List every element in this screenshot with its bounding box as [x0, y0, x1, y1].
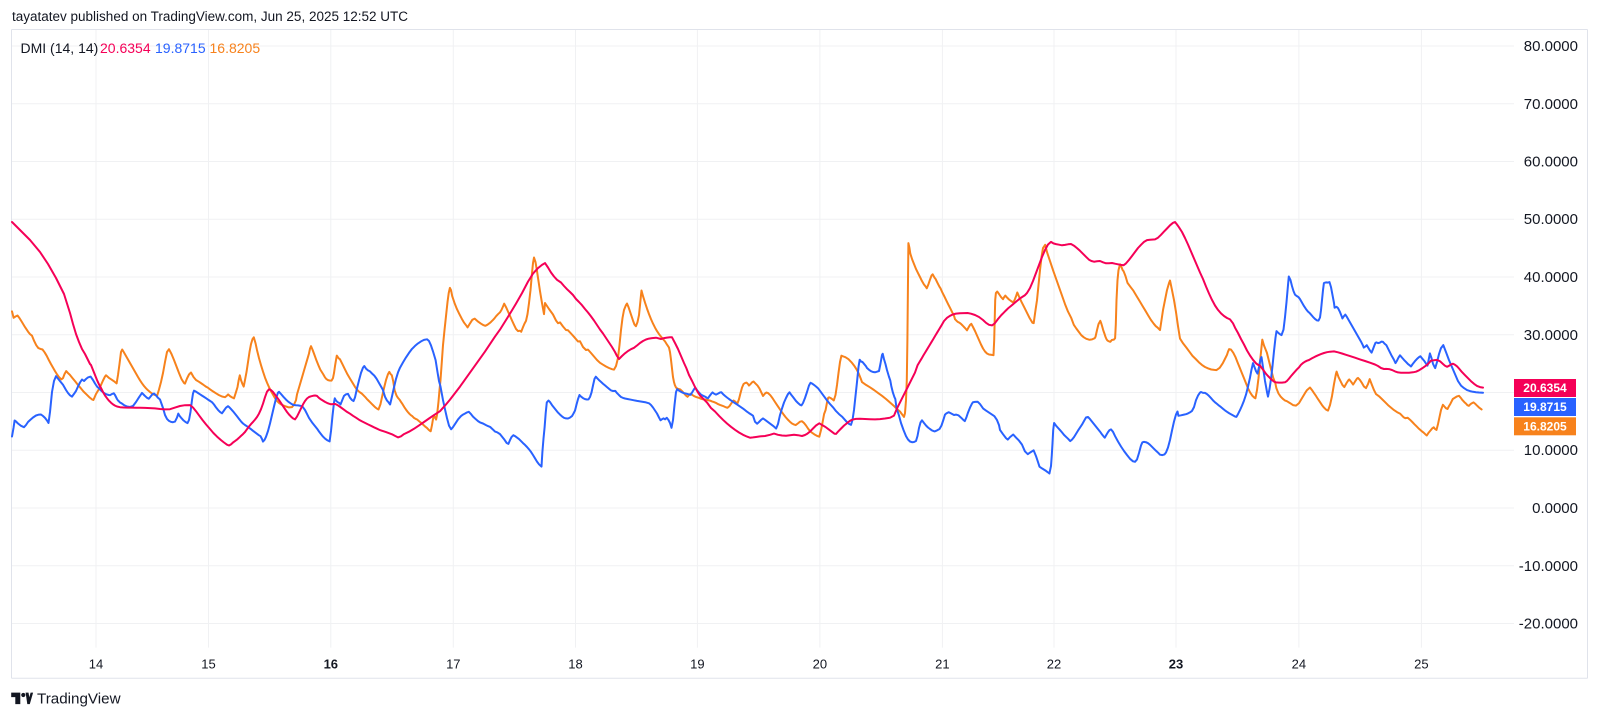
- svg-text:19: 19: [690, 657, 704, 672]
- svg-text:30.0000: 30.0000: [1524, 327, 1578, 344]
- svg-text:50.0000: 50.0000: [1524, 211, 1578, 228]
- svg-text:21: 21: [935, 657, 949, 672]
- svg-text:16.8205: 16.8205: [1523, 420, 1567, 434]
- svg-text:15: 15: [201, 657, 215, 672]
- svg-text:40.0000: 40.0000: [1524, 269, 1578, 286]
- svg-text:-10.0000: -10.0000: [1519, 558, 1578, 575]
- svg-text:20.6354: 20.6354: [1523, 381, 1567, 395]
- svg-text:25: 25: [1414, 657, 1428, 672]
- svg-text:80.0000: 80.0000: [1524, 38, 1578, 55]
- svg-text:23: 23: [1169, 657, 1183, 672]
- svg-text:0.0000: 0.0000: [1532, 500, 1578, 517]
- svg-text:TradingView: TradingView: [37, 691, 121, 708]
- svg-text:17: 17: [446, 657, 460, 672]
- svg-text:14: 14: [89, 657, 103, 672]
- svg-text:60.0000: 60.0000: [1524, 154, 1578, 171]
- svg-text:70.0000: 70.0000: [1524, 96, 1578, 113]
- svg-text:22: 22: [1047, 657, 1061, 672]
- svg-text:24: 24: [1292, 657, 1306, 672]
- svg-text:19.8715: 19.8715: [1523, 400, 1567, 414]
- svg-text:-20.0000: -20.0000: [1519, 616, 1578, 633]
- svg-text:20: 20: [813, 657, 827, 672]
- svg-text:10.0000: 10.0000: [1524, 442, 1578, 459]
- svg-text:16: 16: [324, 657, 338, 672]
- svg-text:18: 18: [568, 657, 582, 672]
